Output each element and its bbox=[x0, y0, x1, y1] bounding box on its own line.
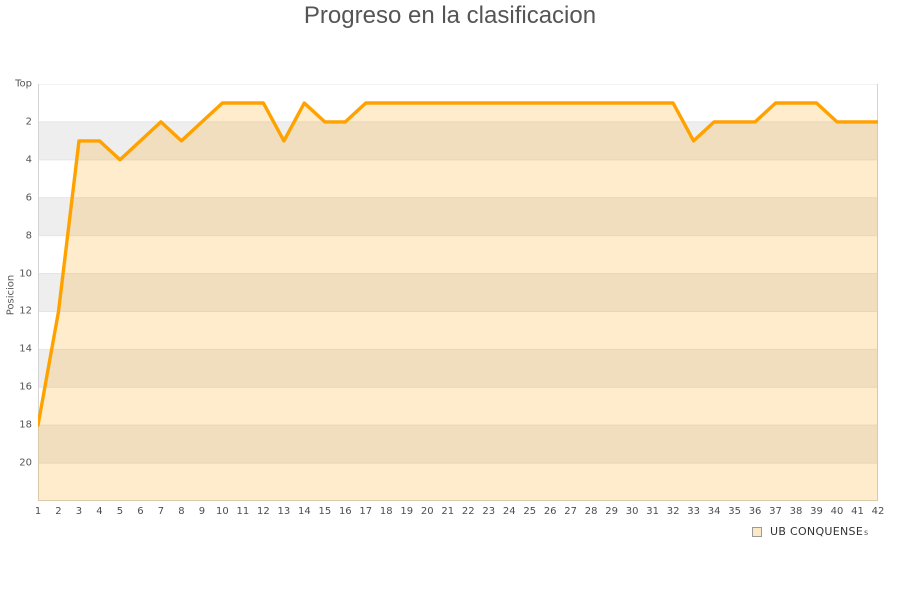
y-tick-label: 6 bbox=[25, 192, 32, 204]
x-tick-label: 36 bbox=[748, 506, 762, 517]
x-tick-label: 9 bbox=[198, 506, 206, 517]
x-tick-label: 23 bbox=[482, 506, 496, 517]
x-tick-label: 7 bbox=[157, 506, 165, 517]
x-tick-label: 2 bbox=[55, 506, 62, 517]
x-tick-label: 31 bbox=[646, 506, 659, 517]
y-tick-label: 16 bbox=[19, 381, 32, 393]
x-tick-label: 18 bbox=[379, 506, 393, 517]
x-tick-label: 27 bbox=[564, 506, 578, 517]
plot-band bbox=[38, 235, 878, 274]
y-tick-label: 18 bbox=[19, 419, 32, 431]
x-tick-label: 12 bbox=[256, 506, 270, 517]
y-tick-label: 2 bbox=[25, 116, 32, 128]
y-tick-label: 8 bbox=[25, 230, 32, 242]
y-tick-label: 14 bbox=[19, 343, 32, 355]
x-tick-label: 33 bbox=[687, 506, 700, 517]
y-tick-label: 20 bbox=[19, 457, 32, 469]
x-tick-label: 13 bbox=[277, 506, 291, 517]
plot-band bbox=[38, 425, 878, 464]
y-tick-label: 10 bbox=[19, 268, 32, 280]
x-tick-label: 15 bbox=[318, 506, 332, 517]
plot-band bbox=[38, 463, 878, 501]
x-tick-label: 16 bbox=[338, 506, 352, 517]
x-tick-label: 41 bbox=[851, 506, 864, 517]
series-line bbox=[38, 101, 878, 427]
x-tick-label: 3 bbox=[75, 506, 83, 517]
x-tick-label: 21 bbox=[441, 506, 455, 517]
x-tick-label: 35 bbox=[728, 506, 741, 517]
x-tick-label: 40 bbox=[830, 506, 844, 517]
plot-area bbox=[38, 84, 878, 501]
x-tick-label: 26 bbox=[543, 506, 557, 517]
watermark-text: s bbox=[864, 528, 869, 537]
x-tick-label: 39 bbox=[810, 506, 823, 517]
x-tick-label: 19 bbox=[400, 506, 414, 517]
plot-band bbox=[38, 197, 878, 236]
x-tick-label: 1 bbox=[34, 506, 42, 517]
x-tick-label: 6 bbox=[137, 506, 144, 517]
x-tick-label: 17 bbox=[359, 506, 373, 517]
y-tick-label: 12 bbox=[19, 305, 32, 317]
chart-title: Progreso en la clasificacion bbox=[303, 2, 597, 29]
x-tick-label: 28 bbox=[584, 506, 598, 517]
x-tick-label: 24 bbox=[502, 506, 516, 517]
y-tick-label: 4 bbox=[25, 154, 32, 166]
legend-swatch-icon bbox=[752, 526, 762, 537]
plot-band bbox=[38, 121, 878, 160]
x-tick-label: 38 bbox=[789, 506, 803, 517]
x-tick-label: 42 bbox=[871, 506, 885, 517]
x-tick-label: 14 bbox=[297, 506, 311, 517]
plot-band bbox=[38, 311, 878, 350]
x-tick-label: 8 bbox=[178, 506, 185, 517]
plot-band bbox=[38, 349, 878, 388]
x-tick-label: 25 bbox=[523, 506, 537, 517]
x-tick-label: 11 bbox=[236, 506, 250, 517]
series-area bbox=[38, 103, 878, 501]
x-tick-label: 5 bbox=[116, 506, 124, 517]
x-tick-label: 30 bbox=[625, 506, 639, 517]
plot-band bbox=[38, 159, 878, 198]
x-tick-label: 20 bbox=[420, 506, 434, 517]
legend-label: UB CONQUENSE bbox=[770, 525, 864, 538]
x-tick-label: 22 bbox=[461, 506, 475, 517]
y-tick-label: Top bbox=[15, 78, 32, 90]
plot-band bbox=[38, 387, 878, 426]
x-tick-label: 29 bbox=[605, 506, 619, 517]
legend-item-ub-conquense[interactable]: UB CONQUENSE bbox=[752, 525, 863, 538]
x-tick-label: 34 bbox=[707, 506, 721, 517]
x-tick-label: 32 bbox=[666, 506, 680, 517]
x-tick-label: 10 bbox=[216, 506, 229, 517]
plot-band bbox=[38, 273, 878, 312]
x-tick-label: 4 bbox=[96, 506, 103, 517]
x-tick-label: 37 bbox=[769, 506, 782, 517]
